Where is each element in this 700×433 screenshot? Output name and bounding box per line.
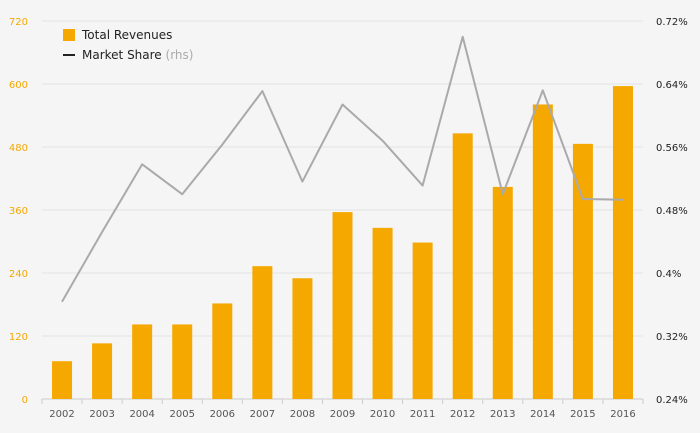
revenue-bar	[532, 104, 553, 399]
left-axis-tick: 600	[9, 80, 28, 91]
revenue-bar	[412, 242, 433, 399]
left-axis-tick: 720	[9, 17, 28, 28]
legend-swatch-revenues	[63, 29, 75, 41]
right-axis-tick: 0.24%	[656, 395, 688, 406]
legend-label-market-share: Market Share (rhs)	[82, 48, 193, 62]
legend-market-share-suffix: (rhs)	[166, 48, 194, 62]
right-axis-tick: 0.72%	[656, 17, 688, 28]
right-axis-tick: 0.48%	[656, 206, 688, 217]
x-axis-tick: 2002	[49, 409, 74, 420]
x-axis-tick: 2005	[170, 409, 195, 420]
left-axis: 0 120 240 360 480 600 720	[9, 17, 28, 406]
x-axis-tick: 2016	[610, 409, 635, 420]
legend-swatch-market-share	[63, 54, 75, 56]
x-axis-tick: 2008	[290, 409, 315, 420]
x-axis-tick: 2007	[250, 409, 275, 420]
legend: Total Revenues Market Share (rhs)	[63, 28, 193, 62]
revenue-bars	[52, 86, 633, 399]
x-axis-tick: 2003	[89, 409, 114, 420]
x-axis-tick: 2015	[570, 409, 595, 420]
x-axis-tick: 2014	[530, 409, 555, 420]
x-axis: 2002 2003 2004 2005 2006 2007 2008 2009 2010 2011…	[41, 399, 644, 420]
x-axis-tick: 2011	[410, 409, 435, 420]
right-axis: 0.24% 0.32% 0.4% 0.48% 0.56% 0.64% 0.72%	[656, 17, 688, 406]
left-axis-tick: 120	[9, 332, 28, 343]
revenue-bar	[252, 266, 273, 399]
revenue-bar	[612, 86, 633, 399]
revenue-bar	[92, 343, 113, 399]
revenue-bar	[492, 186, 513, 399]
x-axis-tick: 2004	[129, 409, 154, 420]
market-share-line	[61, 35, 624, 303]
revenue-bar	[52, 361, 73, 399]
legend-label-revenues: Total Revenues	[81, 28, 172, 42]
left-axis-tick: 0	[22, 395, 28, 406]
x-axis-tick: 2012	[450, 409, 475, 420]
left-axis-tick: 480	[9, 143, 28, 154]
revenue-bar	[372, 227, 393, 399]
revenue-bar	[572, 143, 593, 399]
left-axis-tick: 360	[9, 206, 28, 217]
right-axis-tick: 0.32%	[656, 332, 688, 343]
revenue-bar	[132, 324, 153, 399]
legend-market-share-name: Market Share	[82, 48, 162, 62]
market-share-line-group	[61, 35, 624, 303]
revenue-bar	[332, 212, 353, 399]
x-axis-tick: 2009	[330, 409, 355, 420]
revenue-bar	[172, 324, 193, 399]
x-axis-tick: 2006	[210, 409, 235, 420]
x-axis-tick: 2013	[490, 409, 515, 420]
revenue-bar	[212, 303, 233, 399]
right-axis-tick: 0.4%	[656, 269, 681, 280]
right-axis-tick: 0.64%	[656, 80, 688, 91]
revenue-bar	[452, 133, 473, 399]
revenue-bar	[292, 278, 313, 399]
x-axis-tick: 2010	[370, 409, 395, 420]
right-axis-tick: 0.56%	[656, 143, 688, 154]
left-axis-tick: 240	[9, 269, 28, 280]
